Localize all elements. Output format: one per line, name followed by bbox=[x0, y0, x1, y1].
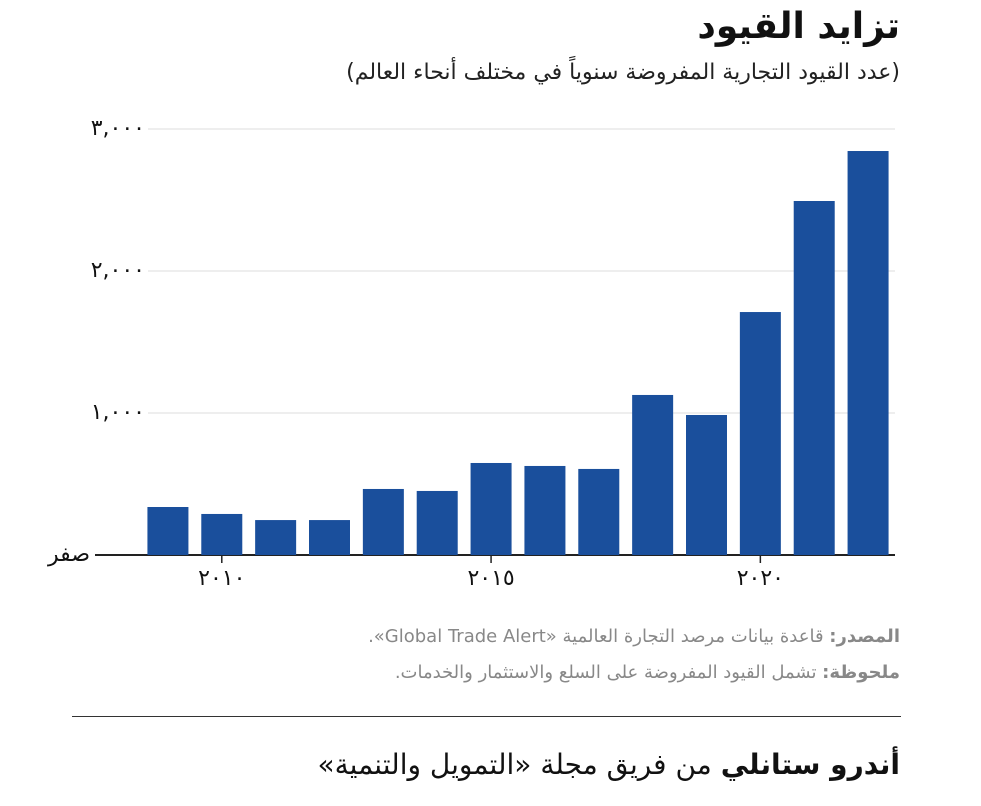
bar bbox=[201, 513, 243, 555]
source-label: المصدر: bbox=[829, 626, 900, 647]
bar bbox=[632, 394, 674, 555]
bar bbox=[686, 414, 727, 555]
source-text: قاعدة بيانات مرصد التجارة العالمية «Glob… bbox=[368, 626, 830, 647]
y-tick-label: ٢,٠٠٠ bbox=[91, 258, 145, 283]
bar bbox=[309, 520, 350, 555]
bar bbox=[416, 490, 458, 555]
chart: صفر ١,٠٠٠ ٢,٠٠٠ ٣,٠٠٠ ٢٠١٠ ٢٠١٥ ٢٠٢٠ bbox=[47, 116, 895, 591]
bar bbox=[255, 520, 297, 555]
note-text: تشمل القيود المفروضة على السلع والاستثما… bbox=[394, 662, 823, 683]
y-tick-label: ١,٠٠٠ bbox=[91, 400, 145, 425]
source: المصدر: قاعدة بيانات مرصد التجارة العالم… bbox=[368, 626, 900, 647]
bar bbox=[578, 468, 620, 555]
bar bbox=[147, 507, 189, 555]
note-label: ملحوظة: bbox=[822, 662, 900, 683]
chart-title: تزايد القيود bbox=[697, 6, 900, 47]
credit: أندرو ستانلي من فريق مجلة «التمويل والتن… bbox=[317, 748, 900, 781]
x-tick-label: ٢٠١٠ bbox=[198, 566, 245, 591]
bar bbox=[793, 200, 835, 555]
note: ملحوظة: تشمل القيود المفروضة على السلع و… bbox=[395, 662, 900, 683]
chart-subtitle: (عدد القيود التجارية المفروضة سنوياً في … bbox=[346, 60, 900, 85]
bar bbox=[362, 488, 404, 555]
y-tick-label: صفر bbox=[47, 542, 90, 567]
bar bbox=[739, 312, 781, 555]
bar bbox=[470, 462, 512, 555]
bar bbox=[847, 151, 889, 555]
divider bbox=[72, 716, 901, 717]
y-tick-label: ٣,٠٠٠ bbox=[91, 116, 145, 141]
bar bbox=[524, 465, 566, 555]
x-tick-label: ٢٠١٥ bbox=[467, 566, 514, 591]
author-rest: من فريق مجلة «التمويل والتنمية» bbox=[317, 748, 721, 781]
x-tick-label: ٢٠٢٠ bbox=[737, 566, 784, 591]
author: أندرو ستانلي bbox=[720, 748, 900, 781]
